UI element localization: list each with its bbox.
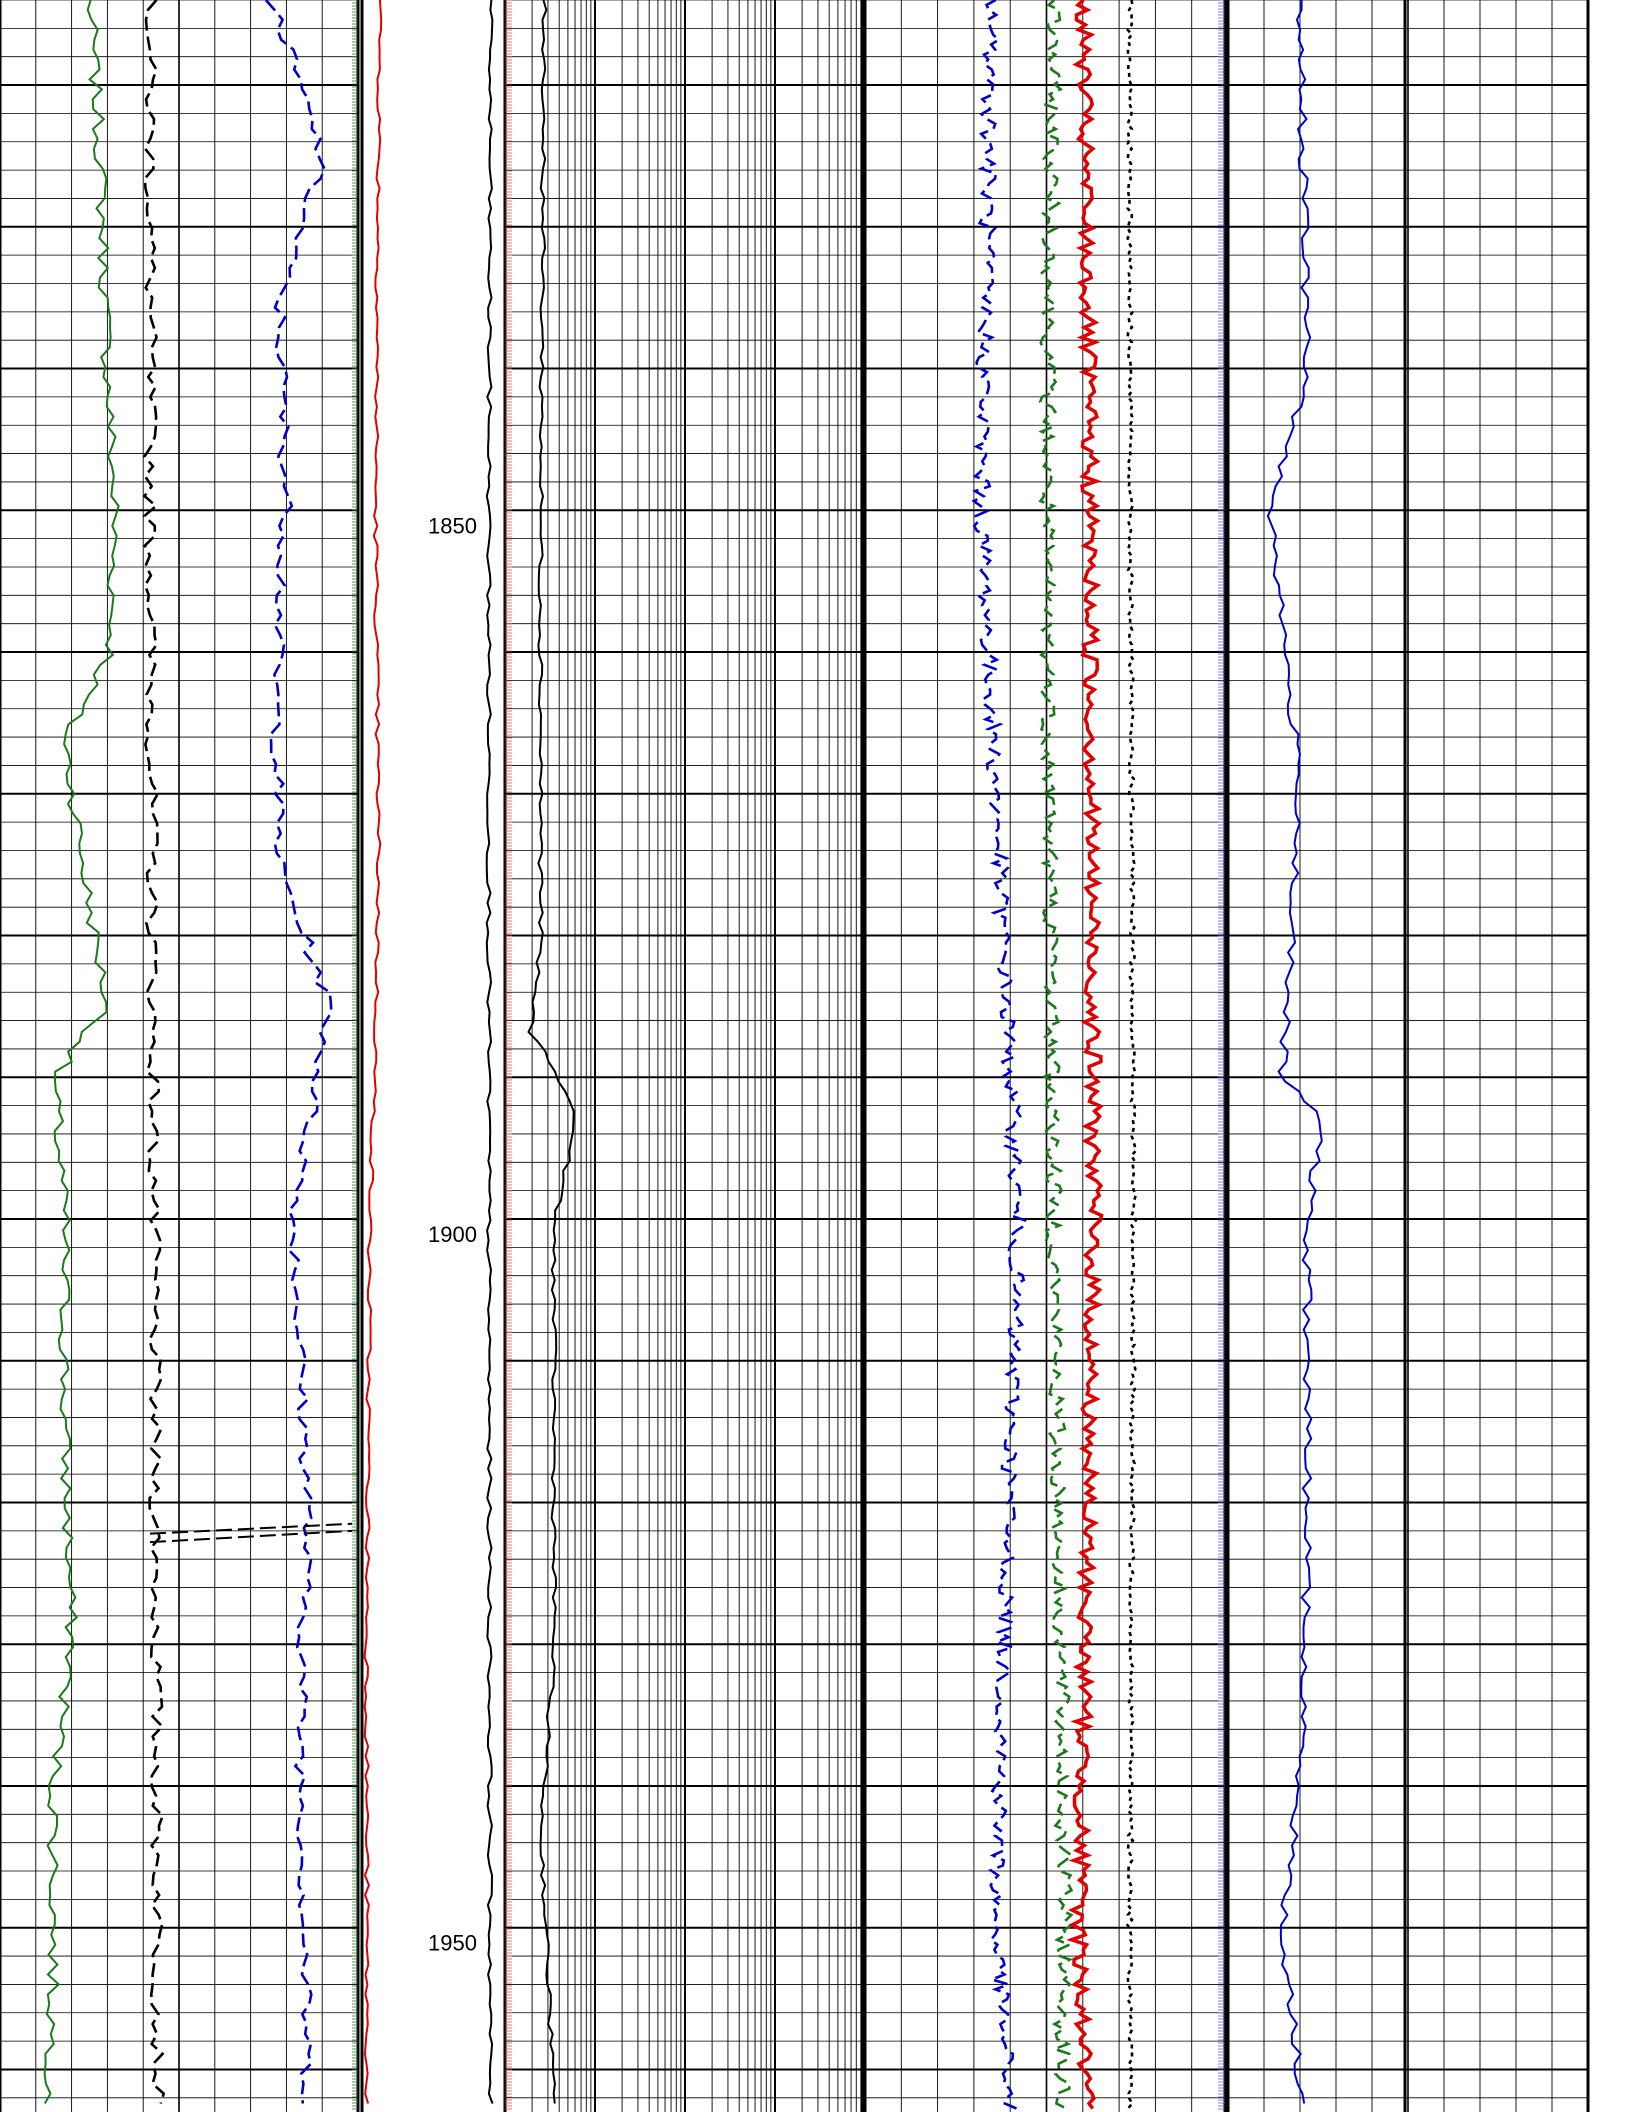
log-curve-0-2 <box>264 0 333 2104</box>
log-curve-4-0 <box>1266 0 1323 2104</box>
log-curve-3-0 <box>971 0 1027 2110</box>
correlation-line <box>149 1529 353 1544</box>
log-curve-3-3 <box>1126 0 1138 2110</box>
correlation-line <box>149 1522 353 1535</box>
depth-label: 1950 <box>428 1931 477 1956</box>
log-curve-0-1 <box>142 0 166 2104</box>
depth-label: 1900 <box>428 1222 477 1247</box>
log-curve-3-1 <box>1038 0 1075 2110</box>
log-curve-1-1 <box>485 0 494 2104</box>
grid-layer <box>0 0 1590 2112</box>
log-curve-2-0 <box>527 0 575 2104</box>
log-curve-0-0 <box>43 0 120 2104</box>
depth-label: 1850 <box>428 513 477 538</box>
curve-layer <box>43 0 1323 2110</box>
log-curve-3-2 <box>1066 0 1105 2110</box>
log-curve-1-0 <box>363 0 383 2104</box>
depth-labels: 1850 1900 1950 <box>428 513 477 1955</box>
